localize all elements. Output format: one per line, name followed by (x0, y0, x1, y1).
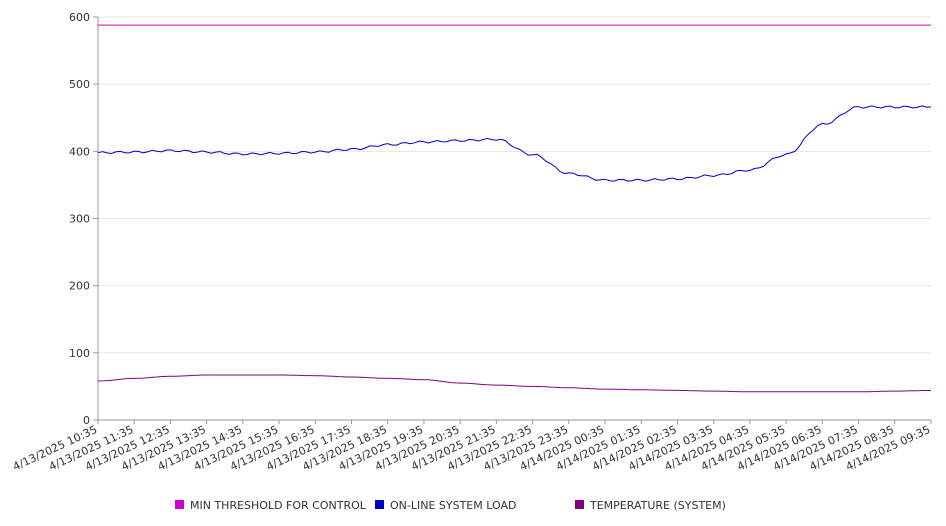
axis-layer (93, 16, 932, 424)
x-tick-labels: 4/13/2025 10:354/13/2025 11:354/13/2025 … (11, 423, 933, 473)
grid-layer (98, 16, 931, 421)
series-line-2 (97, 105, 932, 182)
y-tick-label: 600 (69, 11, 90, 24)
y-tick-label: 200 (69, 280, 90, 293)
legend-swatch (175, 500, 184, 509)
y-tick-label: 500 (69, 78, 90, 91)
legend-label: TEMPERATURE (SYSTEM) (589, 499, 726, 512)
legend-swatch (575, 500, 584, 509)
legend-swatch (375, 500, 384, 509)
y-tick-label: 100 (69, 347, 90, 360)
legend-label: ON-LINE SYSTEM LOAD (390, 499, 516, 512)
legend-label: MIN THRESHOLD FOR CONTROL (190, 499, 367, 512)
legend: MIN THRESHOLD FOR CONTROL ON-LINE SYSTEM … (175, 499, 726, 512)
y-tick-label: 0 (83, 414, 90, 427)
series-layer (97, 24, 932, 393)
y-tick-label: 400 (69, 145, 90, 158)
y-tick-labels: 0 100 200 300 400 500 600 (69, 11, 90, 427)
series-line-3 (97, 374, 932, 393)
y-tick-label: 300 (69, 213, 90, 226)
